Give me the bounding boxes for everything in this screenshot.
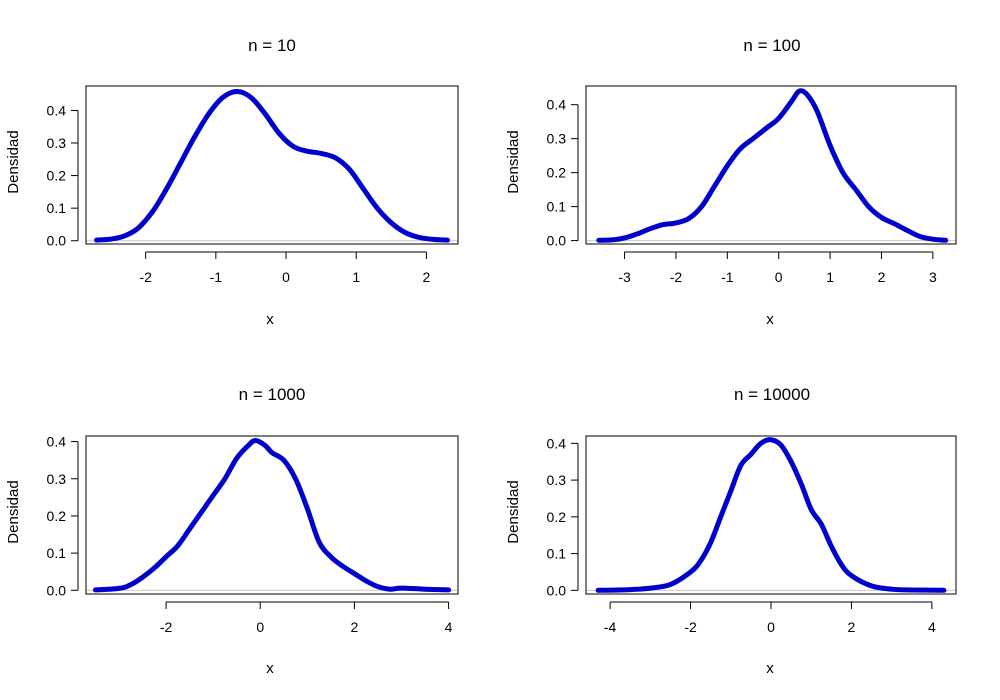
x-axis-label: x xyxy=(266,311,274,328)
x-tick-label: -2 xyxy=(670,269,683,285)
y-tick-label: 0.0 xyxy=(547,233,567,249)
density-curve xyxy=(94,89,450,243)
x-tick-label: -4 xyxy=(604,619,617,635)
y-tick-label: 0.1 xyxy=(547,199,567,215)
x-tick-label: -1 xyxy=(721,269,734,285)
x-tick-label: 1 xyxy=(352,269,360,285)
x-tick-label: 1 xyxy=(826,269,834,285)
y-axis-label: Densidad xyxy=(5,130,22,193)
y-axis-label: Densidad xyxy=(5,480,22,543)
x-axis-label: x xyxy=(266,660,274,677)
chart-title: n = 100 xyxy=(743,36,800,55)
panel-n100: n = 100 Densidad x -3 -2 -1 0 1 2 3 0.0 0.1 0.2 0.… xyxy=(505,36,957,328)
density-curve xyxy=(92,438,452,593)
plot-frame xyxy=(585,85,957,245)
x-tick-label: 0 xyxy=(282,269,290,285)
x-tick-label: 2 xyxy=(351,619,359,635)
y-tick-label: 0.0 xyxy=(47,233,67,249)
panel-n1000: n = 1000 Densidad x -2 0 2 4 0.0 0.1 0.2 0.3 0.4 xyxy=(5,385,459,677)
y-tick-label: 0.1 xyxy=(47,545,67,561)
x-axis-label: x xyxy=(766,311,774,328)
y-tick-label: 0.2 xyxy=(47,508,67,524)
y-tick-label: 0.2 xyxy=(547,509,567,525)
y-tick-label: 0.4 xyxy=(547,435,567,451)
x-tick-label: 0 xyxy=(775,269,783,285)
x-tick-label: -2 xyxy=(139,269,152,285)
y-tick-label: 0.3 xyxy=(547,131,567,147)
chart-title: n = 10000 xyxy=(734,385,810,404)
x-tick-label: 0 xyxy=(256,619,264,635)
y-tick-label: 0.4 xyxy=(47,434,67,450)
y-tick-label: 0.0 xyxy=(47,582,67,598)
y-tick-label: 0.3 xyxy=(547,472,567,488)
density-curve xyxy=(596,88,949,243)
y-axis-label: Densidad xyxy=(505,130,522,193)
x-tick-label: -1 xyxy=(210,269,223,285)
y-tick-label: 0.2 xyxy=(547,165,567,181)
plot-frame xyxy=(85,435,459,595)
x-tick-label: 2 xyxy=(878,269,886,285)
y-tick-label: 0.3 xyxy=(47,471,67,487)
density-curve xyxy=(595,437,947,593)
x-tick-label: 2 xyxy=(423,269,431,285)
x-tick-label: 4 xyxy=(445,619,453,635)
chart-title: n = 10 xyxy=(248,36,296,55)
x-tick-label: 3 xyxy=(929,269,937,285)
x-axis-label: x xyxy=(766,660,774,677)
y-tick-label: 0.4 xyxy=(547,97,567,113)
y-axis-label: Densidad xyxy=(505,480,522,543)
x-tick-label: 4 xyxy=(928,619,936,635)
y-tick-label: 0.2 xyxy=(47,168,67,184)
plot-frame xyxy=(85,85,459,245)
x-tick-label: -3 xyxy=(618,269,631,285)
y-tick-label: 0.1 xyxy=(47,200,67,216)
panel-n10: n = 10 Densidad x -2 -1 0 1 2 0.0 0.1 0.2 0.3 0.4 xyxy=(5,36,459,328)
chart-title: n = 1000 xyxy=(239,385,306,404)
panel-n10000: n = 10000 Densidad x -4 -2 0 2 4 0.0 0.1 0.2 0.3… xyxy=(505,385,957,677)
y-tick-label: 0.3 xyxy=(47,135,67,151)
x-tick-label: -2 xyxy=(160,619,173,635)
x-tick-label: -2 xyxy=(684,619,697,635)
y-tick-label: 0.1 xyxy=(547,546,567,562)
x-tick-label: 0 xyxy=(767,619,775,635)
plot-frame xyxy=(585,435,957,595)
y-tick-label: 0.0 xyxy=(547,582,567,598)
y-tick-label: 0.4 xyxy=(47,102,67,118)
x-tick-label: 2 xyxy=(848,619,856,635)
